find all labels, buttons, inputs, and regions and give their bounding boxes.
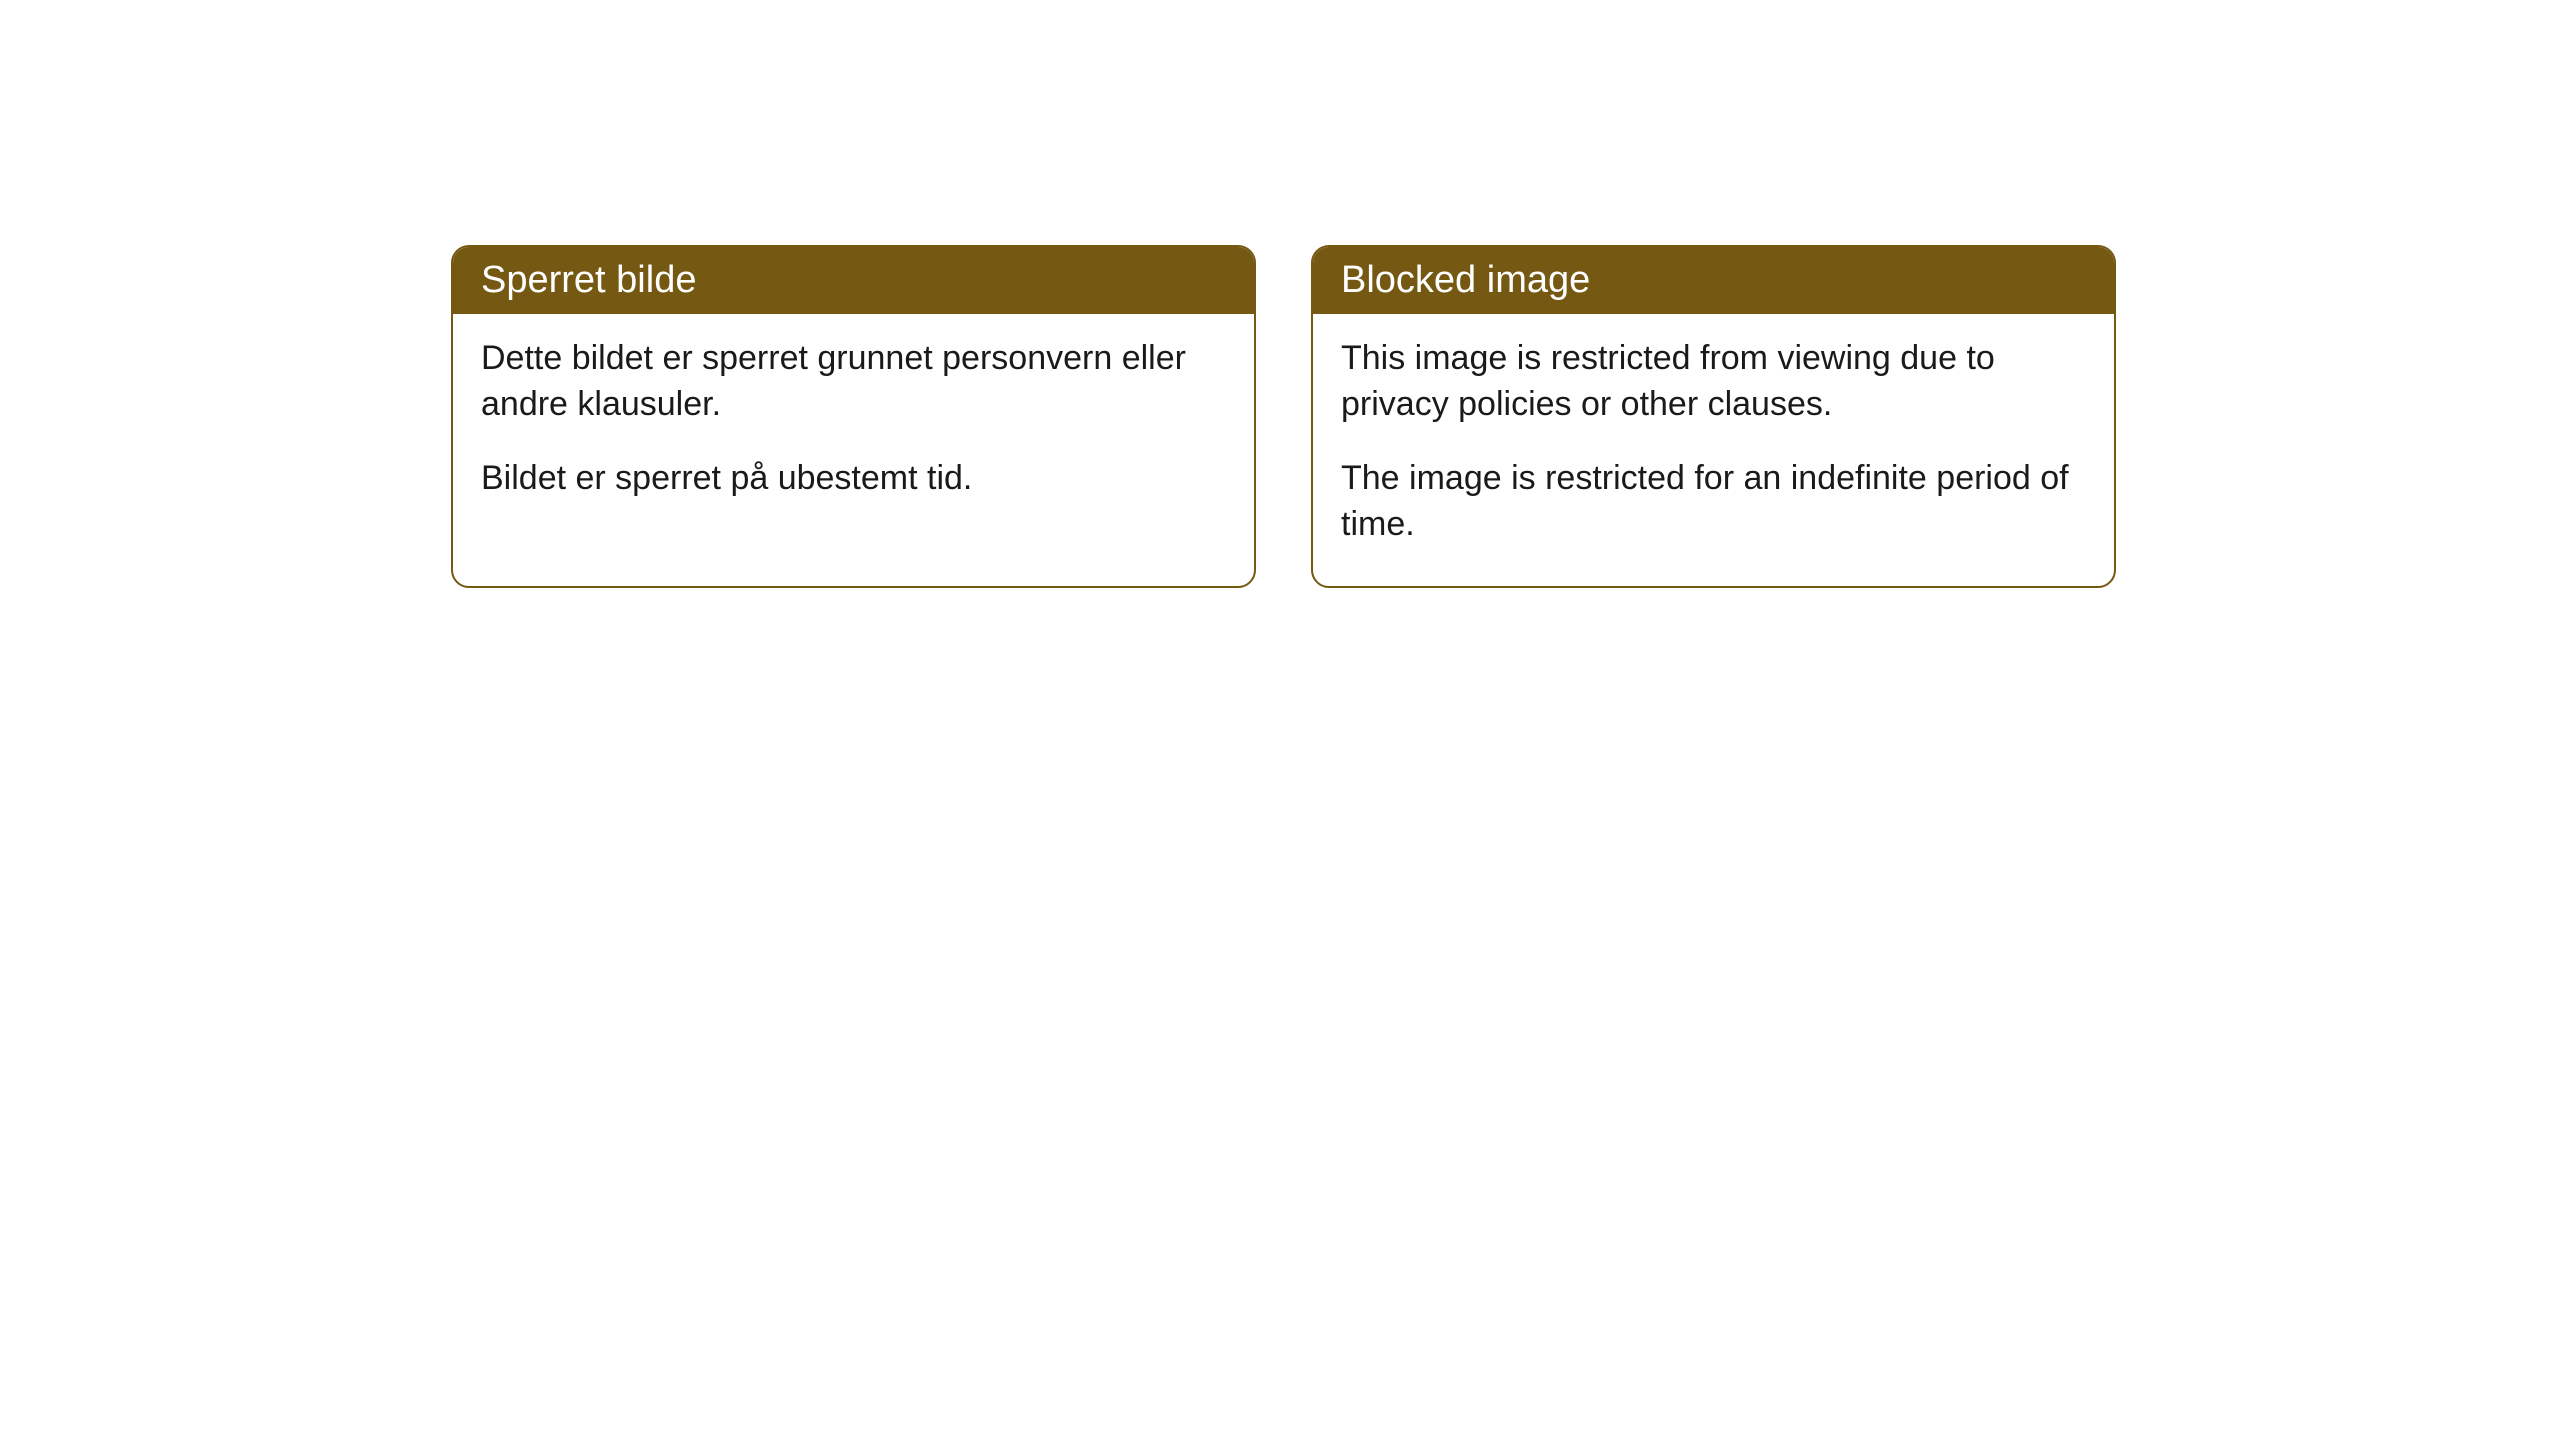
notice-paragraph: Dette bildet er sperret grunnet personve… <box>481 336 1226 428</box>
card-body-norwegian: Dette bildet er sperret grunnet personve… <box>453 314 1254 540</box>
notice-paragraph: This image is restricted from viewing du… <box>1341 336 2086 428</box>
notice-paragraph: Bildet er sperret på ubestemt tid. <box>481 456 1226 502</box>
card-header-english: Blocked image <box>1313 247 2114 314</box>
card-body-english: This image is restricted from viewing du… <box>1313 314 2114 586</box>
blocked-image-card-english: Blocked image This image is restricted f… <box>1311 245 2116 588</box>
blocked-image-card-norwegian: Sperret bilde Dette bildet er sperret gr… <box>451 245 1256 588</box>
notice-paragraph: The image is restricted for an indefinit… <box>1341 456 2086 548</box>
card-title: Blocked image <box>1341 259 1590 301</box>
card-title: Sperret bilde <box>481 259 696 301</box>
notice-cards-container: Sperret bilde Dette bildet er sperret gr… <box>451 245 2560 588</box>
card-header-norwegian: Sperret bilde <box>453 247 1254 314</box>
